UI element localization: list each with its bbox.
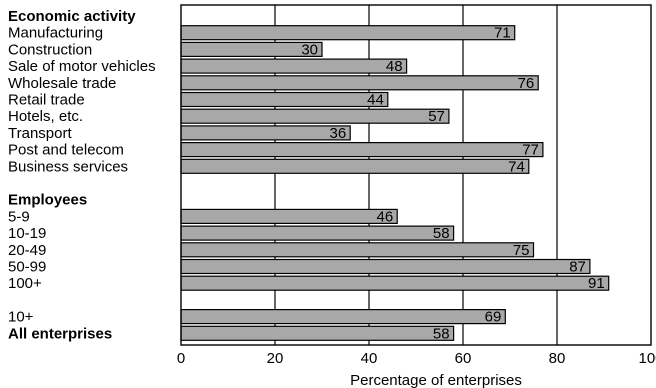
- x-tick-label: 20: [267, 350, 284, 367]
- bar-value-label: 91: [588, 275, 605, 292]
- bar: [180, 242, 535, 258]
- bar-value-label: 58: [433, 225, 450, 242]
- bar: [180, 58, 408, 74]
- x-tick-labels: 0 20 40 60 80 100: [177, 350, 656, 367]
- category-label: 10+: [8, 309, 34, 326]
- bar: [180, 91, 389, 108]
- x-tick-label: 80: [549, 350, 566, 367]
- bar-value-label: 74: [508, 158, 525, 175]
- bar: [180, 108, 450, 124]
- bar: [180, 75, 539, 91]
- category-label: 5-9: [8, 208, 30, 225]
- x-tick-label: 40: [361, 350, 378, 367]
- category-label: Manufacturing: [8, 25, 103, 42]
- bar: [180, 25, 516, 41]
- category-label: Business services: [8, 158, 128, 175]
- bar-value-label: 36: [330, 125, 347, 142]
- category-label: 10-19: [8, 225, 46, 242]
- bar-value-label: 48: [386, 58, 403, 75]
- category-label: Post and telecom: [8, 142, 124, 159]
- bar: [180, 275, 610, 291]
- x-tick-label: 100: [638, 350, 656, 367]
- bar: [180, 158, 530, 174]
- bar-value-label: 76: [518, 75, 535, 92]
- bar-value-label: 87: [569, 259, 586, 276]
- bar-value-label: 69: [485, 309, 502, 326]
- category-label: Transport: [8, 125, 72, 142]
- category-labels: Economic activityManufacturingConstructi…: [8, 8, 156, 342]
- category-label: All enterprises: [8, 325, 112, 342]
- bar: [180, 258, 591, 275]
- bar-value-label: 44: [367, 92, 384, 109]
- bar: [180, 309, 506, 325]
- bar: [180, 142, 544, 158]
- bar-value-label: 75: [513, 242, 530, 259]
- bar-value-label: 46: [377, 208, 394, 225]
- category-label: Retail trade: [8, 92, 85, 109]
- category-label: 100+: [8, 275, 42, 292]
- bar-value-label: 57: [428, 108, 445, 125]
- bar: [180, 225, 455, 241]
- category-label: Construction: [8, 41, 92, 58]
- bar: [180, 208, 398, 224]
- x-tick-label: 60: [455, 350, 472, 367]
- category-label: Wholesale trade: [8, 75, 116, 92]
- category-label: Sale of motor vehicles: [8, 58, 156, 75]
- group-heading: Employees: [8, 192, 87, 209]
- bar: [180, 325, 455, 341]
- category-label: 50-99: [8, 259, 46, 276]
- bar-value-label: 77: [522, 142, 539, 159]
- bar-value-label: 58: [433, 325, 450, 342]
- bar-value-label: 30: [301, 41, 318, 58]
- x-axis-title: Percentage of enterprises: [350, 372, 522, 388]
- group-heading: Economic activity: [8, 8, 136, 25]
- category-label: 20-49: [8, 242, 46, 259]
- bar: [180, 125, 351, 141]
- bar-value-label: 71: [494, 25, 511, 42]
- category-label: Hotels, etc.: [8, 108, 83, 125]
- plot-frame: [180, 4, 652, 346]
- x-tick-label: 0: [177, 350, 185, 367]
